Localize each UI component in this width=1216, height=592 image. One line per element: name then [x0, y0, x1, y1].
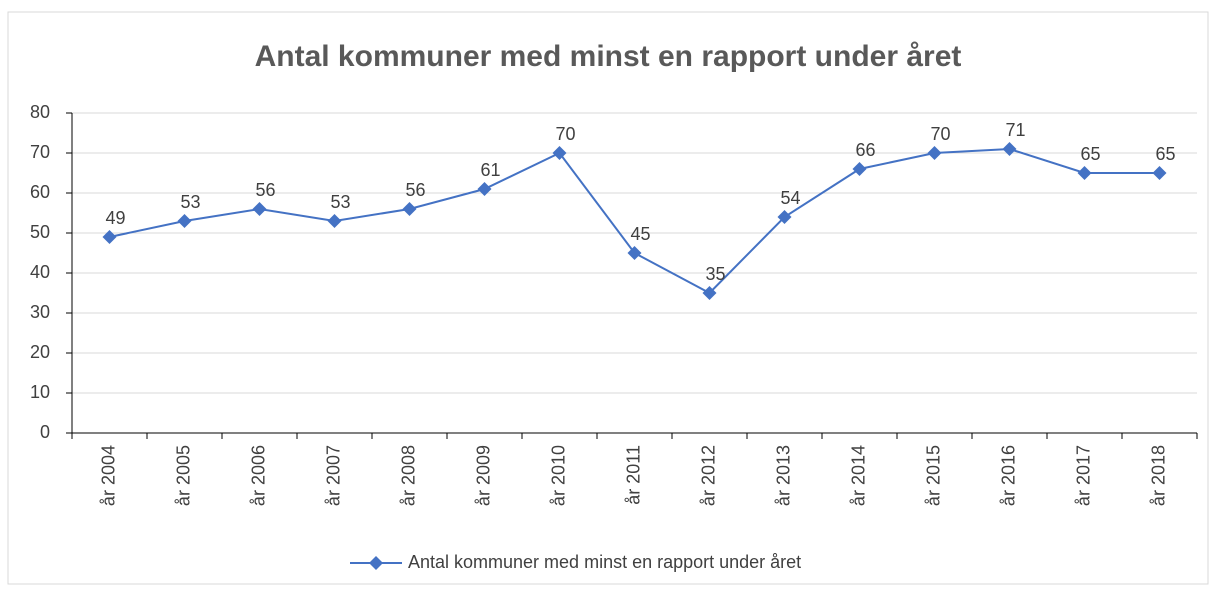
- x-tick-label: år 2018: [1148, 445, 1168, 506]
- x-tick-label: år 2015: [923, 445, 943, 506]
- data-label: 56: [255, 180, 275, 200]
- marker: [1002, 142, 1017, 156]
- data-label: 66: [855, 140, 875, 160]
- data-label: 53: [180, 192, 200, 212]
- data-label: 53: [330, 192, 350, 212]
- x-tick-label: år 2017: [1073, 445, 1093, 506]
- marker: [702, 286, 717, 300]
- data-label: 70: [555, 124, 575, 144]
- data-label: 45: [630, 224, 650, 244]
- marker: [552, 146, 567, 160]
- x-tick-label: år 2004: [98, 445, 118, 506]
- x-tick-label: år 2011: [623, 445, 643, 505]
- y-tick-label: 20: [30, 342, 50, 362]
- data-label: 71: [1005, 120, 1025, 140]
- data-label: 65: [1080, 144, 1100, 164]
- x-tick-label: år 2014: [848, 445, 868, 506]
- marker: [102, 230, 117, 244]
- legend-label: Antal kommuner med minst en rapport unde…: [408, 552, 801, 572]
- y-tick-label: 40: [30, 262, 50, 282]
- x-tick-label: år 2007: [323, 445, 343, 506]
- marker: [1152, 166, 1167, 180]
- x-tick-label: år 2010: [548, 445, 568, 506]
- marker: [777, 210, 792, 224]
- marker: [627, 246, 642, 260]
- x-tick-label: år 2006: [248, 445, 268, 506]
- y-tick-label: 60: [30, 182, 50, 202]
- marker: [177, 214, 192, 228]
- data-label: 49: [105, 208, 125, 228]
- data-label: 35: [705, 264, 725, 284]
- marker: [1077, 166, 1092, 180]
- x-tick-label: år 2005: [173, 445, 193, 506]
- y-tick-label: 50: [30, 222, 50, 242]
- legend-marker: [369, 556, 383, 570]
- x-tick-label: år 2009: [473, 445, 493, 506]
- y-tick-label: 0: [40, 422, 50, 442]
- x-tick-label: år 2012: [698, 445, 718, 506]
- data-label: 61: [480, 160, 500, 180]
- x-tick-label: år 2016: [998, 445, 1018, 506]
- x-tick-label: år 2013: [773, 445, 793, 506]
- y-tick-label: 80: [30, 102, 50, 122]
- marker: [327, 214, 342, 228]
- y-tick-label: 10: [30, 382, 50, 402]
- data-label: 54: [780, 188, 800, 208]
- marker: [252, 202, 267, 216]
- x-tick-label: år 2008: [398, 445, 418, 506]
- data-label: 56: [405, 180, 425, 200]
- data-label: 65: [1155, 144, 1175, 164]
- chart-border: [7, 11, 1209, 585]
- marker: [402, 202, 417, 216]
- marker: [477, 182, 492, 196]
- marker: [927, 146, 942, 160]
- y-tick-label: 70: [30, 142, 50, 162]
- y-tick-label: 30: [30, 302, 50, 322]
- data-label: 70: [930, 124, 950, 144]
- marker: [852, 162, 867, 176]
- chart-title: Antal kommuner med minst en rapport unde…: [255, 40, 962, 73]
